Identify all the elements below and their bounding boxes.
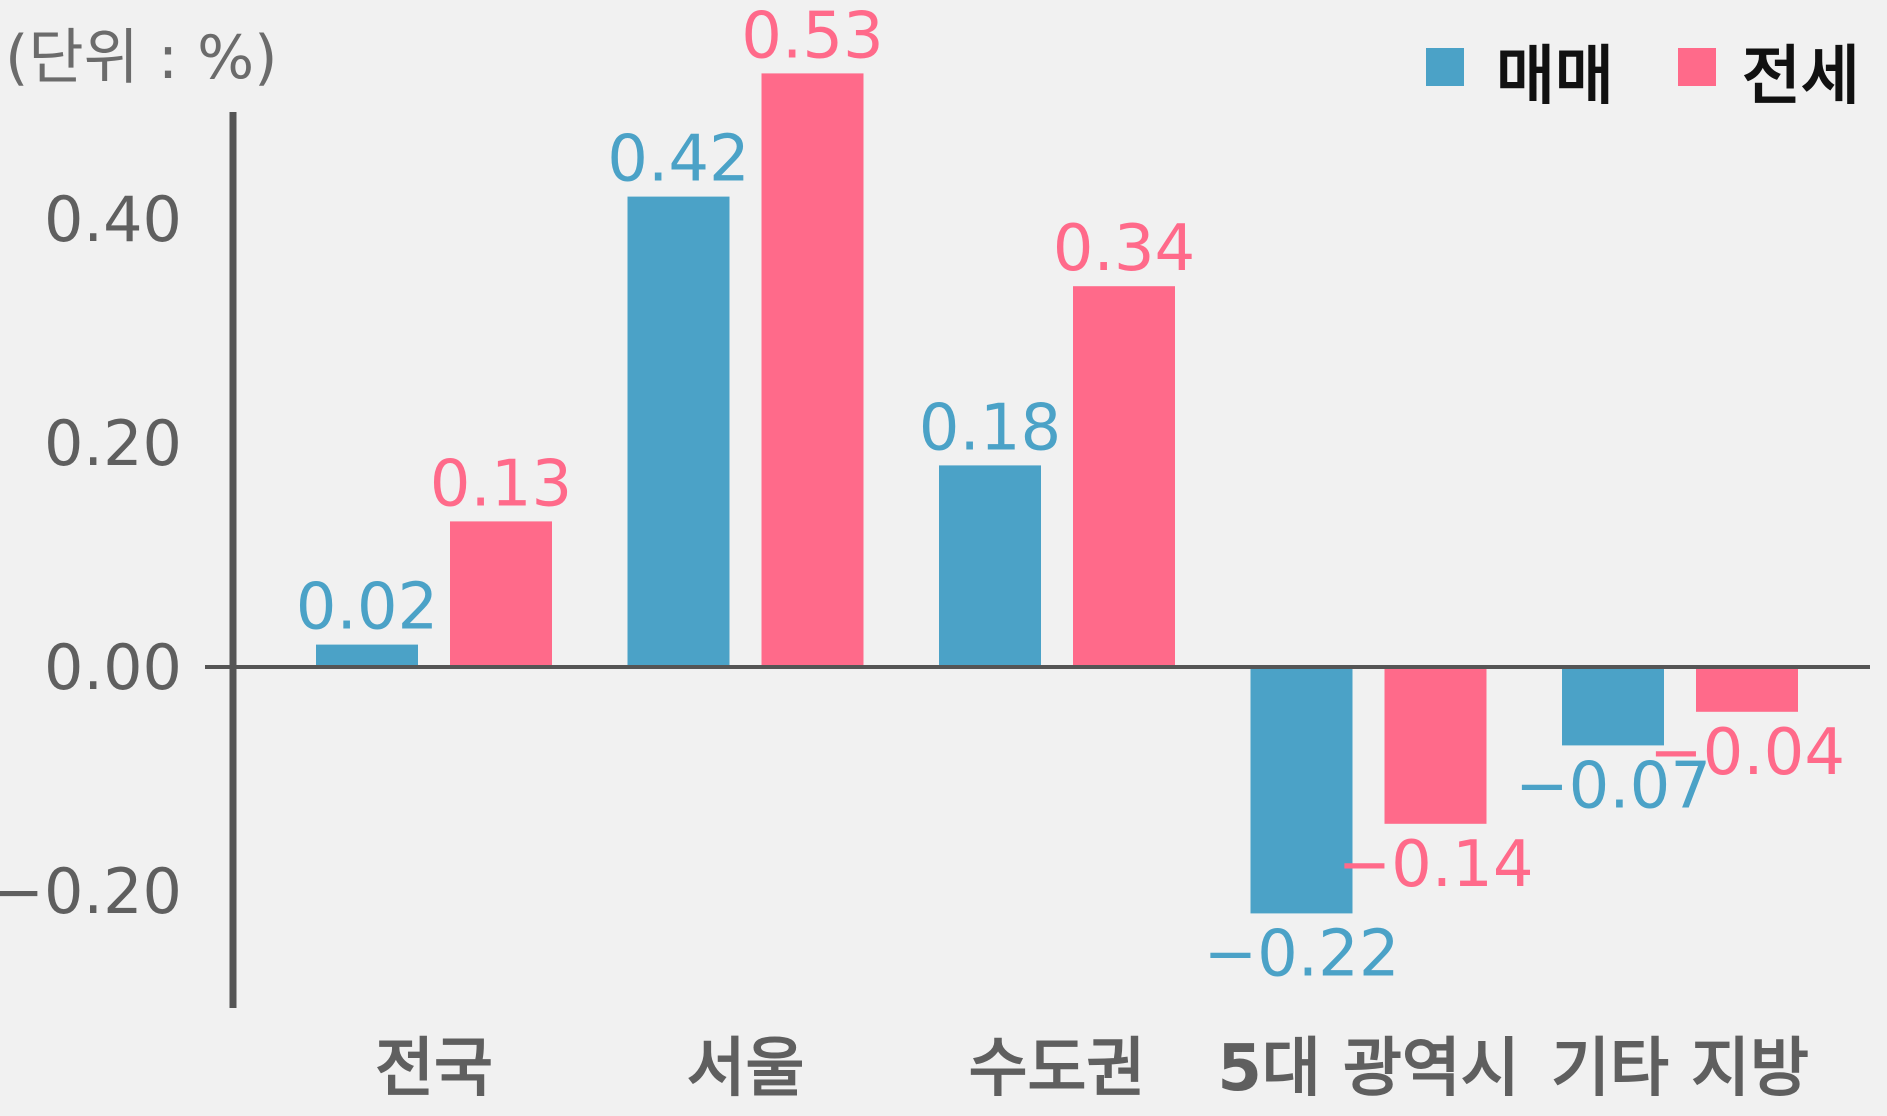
- bar-jeonse: [1384, 667, 1487, 824]
- category-label: 수도권: [969, 1032, 1146, 1106]
- bar-jeonse: [761, 73, 864, 667]
- y-tick-label: 0.00: [44, 631, 182, 704]
- legend-label-jeonse: 전세: [1742, 40, 1860, 114]
- bar-jeonse: [1696, 667, 1798, 712]
- bar-jeonse: [1073, 286, 1175, 667]
- bar-value-label: 0.42: [607, 123, 750, 197]
- unit-label: (단위 : %): [5, 23, 278, 93]
- value-labels: 0.02 0.42 0.18 −0.22 −0.07 0.13 0.53 0.34 −0.14 −…: [296, 0, 1845, 991]
- bar-value-label: −0.14: [1337, 828, 1533, 902]
- bars: [316, 73, 1798, 914]
- bar-value-label: 0.53: [741, 0, 884, 73]
- bar-jeonse: [450, 521, 552, 667]
- bar-maemae: [1562, 667, 1664, 746]
- y-tick-label: 0.40: [44, 183, 182, 256]
- y-tick-label: 0.20: [44, 407, 182, 480]
- bar-maemae: [1250, 667, 1353, 914]
- bar-value-label: 0.02: [296, 571, 439, 645]
- y-axis-ticks: 0.40 0.20 0.00 −0.20: [0, 183, 182, 928]
- legend-label-maemae: 매매: [1496, 40, 1614, 114]
- category-labels: 전국 서울 수도권 5대 광역시 기타 지방: [375, 1032, 1809, 1106]
- category-label: 기타 지방: [1551, 1032, 1809, 1106]
- category-label: 전국: [375, 1032, 493, 1106]
- bar-maemae: [939, 465, 1041, 667]
- bar-value-label: −0.04: [1649, 716, 1845, 790]
- bar-value-label: 0.13: [430, 447, 573, 521]
- legend-swatch-jeonse: [1678, 48, 1716, 86]
- bar-value-label: 0.34: [1053, 212, 1196, 286]
- category-label: 5대 광역시: [1217, 1032, 1519, 1106]
- bar-value-label: −0.22: [1203, 917, 1399, 991]
- legend-swatch-maemae: [1426, 48, 1464, 86]
- bar-maemae: [316, 644, 418, 667]
- bar-value-label: −0.07: [1515, 749, 1711, 823]
- category-label: 서울: [687, 1032, 805, 1106]
- bar-value-label: 0.18: [919, 391, 1062, 465]
- legend: 매매 전세: [1426, 40, 1860, 114]
- y-tick-label: −0.20: [0, 855, 182, 928]
- bar-maemae: [627, 196, 730, 667]
